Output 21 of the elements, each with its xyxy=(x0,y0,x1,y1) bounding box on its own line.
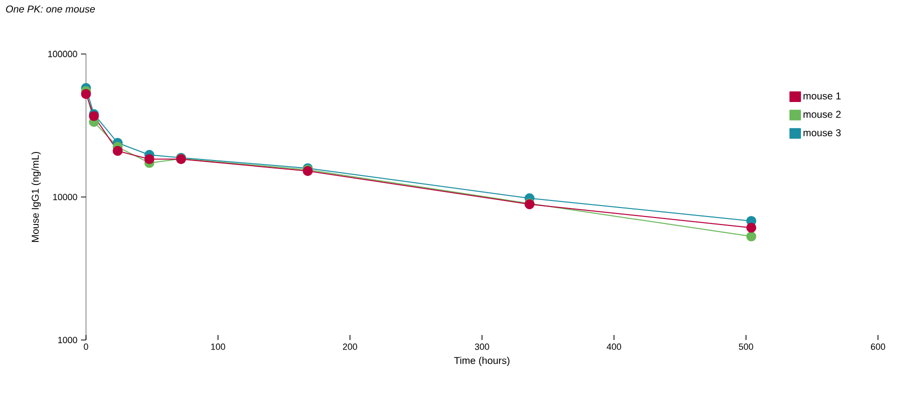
x-tick-label: 400 xyxy=(606,344,622,350)
y-axis-title: Mouse IgG1 (ng/mL) xyxy=(31,152,41,242)
y-tick-label: 100000 xyxy=(48,50,78,58)
point xyxy=(746,222,756,233)
point xyxy=(81,89,91,99)
x-tick-label: 300 xyxy=(474,344,490,350)
x-tick-label: 600 xyxy=(870,344,886,350)
x-tick-label: 500 xyxy=(738,344,754,350)
legend-label: mouse 2 xyxy=(804,110,841,118)
legend-label: mouse 1 xyxy=(804,92,841,100)
x-tick-label: 0 xyxy=(84,344,88,350)
point xyxy=(112,146,123,156)
x-tick-label: 100 xyxy=(211,344,226,350)
point xyxy=(144,154,154,164)
legend-label: mouse 3 xyxy=(804,129,841,136)
y-tick-label: 1000 xyxy=(58,336,78,344)
chart-title: One PK: one mouse xyxy=(6,6,95,13)
point xyxy=(746,231,756,242)
x-axis-title: Time (hours) xyxy=(454,356,510,366)
x-tick-label: 200 xyxy=(342,344,358,350)
y-tick-label: 10000 xyxy=(53,194,78,200)
